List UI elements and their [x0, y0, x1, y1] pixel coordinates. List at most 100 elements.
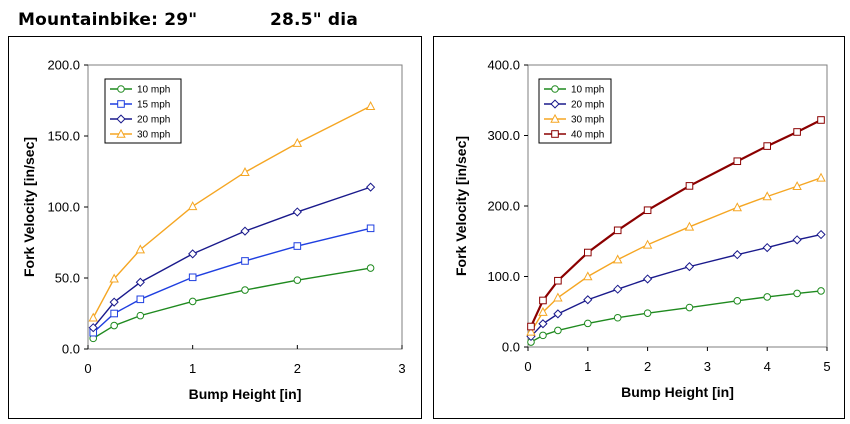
chart1-series-1 — [89, 264, 375, 343]
chart1-legend-marker — [116, 114, 126, 124]
chart1-data-point — [187, 201, 198, 211]
chart2-data-point — [763, 293, 772, 301]
chart1-data-point — [240, 226, 250, 236]
chart2-data-point — [642, 274, 653, 284]
chart2-data-point — [613, 226, 622, 235]
chart-right-svg: 0.0 100.0 200.0 300.0 400.0 0 1 2 3 4 5 Bump Height… — [433, 36, 845, 419]
chart1-y-tick-label: 200.0 — [47, 58, 80, 73]
chart2-x-tick-label: 5 — [823, 359, 830, 374]
chart1-data-point — [365, 101, 376, 110]
chart1-legend-label: 15 mph — [137, 100, 170, 111]
chart1-data-point — [135, 244, 146, 254]
chart1-x-axis-label: Bump Height [in] — [189, 386, 302, 402]
chart2-x-tick-label: 4 — [764, 359, 771, 374]
chart2-data-point — [553, 309, 563, 319]
chart2-data-point — [584, 248, 592, 257]
chart2-data-point — [762, 191, 772, 201]
chart2-data-point — [685, 303, 694, 312]
chart1-data-point — [293, 276, 302, 284]
chart2-series-4 — [527, 116, 825, 331]
chart2-data-point — [613, 313, 622, 322]
chart2-x-tick-label: 3 — [704, 359, 711, 374]
chart1-legend-marker — [116, 128, 126, 138]
chart1-data-point — [365, 182, 376, 192]
chart1-y-tick-label: 150.0 — [47, 129, 80, 144]
chart1-data-point — [136, 295, 145, 304]
chart2-y-tick-label: 400.0 — [487, 58, 520, 73]
chart2-data-point — [762, 242, 772, 253]
chart2-y-tick-label: 0.0 — [502, 340, 520, 355]
chart2-data-point — [553, 292, 563, 302]
chart2-data-point — [732, 202, 743, 212]
chart2-x-tick-label: 1 — [584, 359, 591, 374]
chart2-series-3 — [526, 172, 826, 336]
chart1-y-tick-label: 100.0 — [47, 200, 80, 215]
chart2-data-point — [539, 331, 547, 340]
chart1-series-4 — [88, 101, 376, 322]
chart2-y-tick-label: 300.0 — [487, 128, 520, 143]
chart2-x-tick-label: 2 — [644, 359, 651, 374]
chart2-legend-label: 30 mph — [571, 115, 604, 126]
chart2-legend-marker — [551, 130, 559, 138]
chart2-data-point — [733, 297, 742, 305]
chart2-data-point — [684, 221, 695, 231]
chart2-legend-label: 10 mph — [571, 85, 604, 96]
chart2-data-point — [793, 289, 801, 298]
chart1-data-point — [88, 312, 98, 322]
chart1-legend-marker — [117, 85, 125, 93]
chart1-data-point — [366, 264, 375, 272]
chart2-data-point — [817, 287, 825, 295]
chart-panel-right: 0.0 100.0 200.0 300.0 400.0 0 1 2 3 4 5 Bump Height… — [433, 36, 845, 419]
chart2-data-point — [643, 309, 652, 317]
chart2-data-point — [685, 182, 694, 190]
chart2-legend-marker — [550, 113, 560, 123]
chart2-data-point — [554, 326, 562, 335]
chart2-y-tick-label: 200.0 — [487, 199, 520, 214]
chart-left-svg: 0.0 50.0 100.0 150.0 200.0 0 1 2 3 Bump Height [i… — [8, 36, 422, 419]
chart1-legend-label: 20 mph — [137, 115, 170, 126]
chart1-series-2 — [89, 224, 375, 337]
chart2-data-point — [684, 262, 695, 272]
chart2-data-point — [732, 250, 742, 260]
chart1-data-point — [240, 167, 250, 177]
chart2-data-point — [643, 206, 652, 215]
chart2-data-point — [527, 322, 535, 331]
chart2-legend-label: 20 mph — [571, 100, 604, 111]
chart2-data-point — [816, 172, 826, 182]
chart2-legend: 10 mph 20 mph 30 mph 40 mph — [538, 78, 612, 144]
page-heading-right: 28.5" dia — [270, 10, 358, 30]
chart2-legend-marker — [551, 85, 559, 93]
chart2-data-point — [792, 235, 802, 245]
chart2-data-point — [763, 142, 771, 150]
chart2-data-point — [583, 295, 593, 305]
chart1-data-point — [293, 242, 302, 250]
chart1-data-point — [188, 273, 197, 282]
chart1-x-tick-label: 2 — [294, 361, 301, 376]
chart1-data-point — [110, 309, 118, 318]
chart1-x-tick-label: 0 — [84, 361, 91, 376]
chart1-data-point — [109, 297, 119, 307]
chart-panel-left: 0.0 50.0 100.0 150.0 200.0 0 1 2 3 Bump Height [i… — [8, 36, 422, 419]
chart1-data-point — [292, 207, 302, 217]
chart1-data-point — [241, 257, 249, 265]
chart2-y-axis-label: Fork Velocity [in/sec] — [453, 136, 469, 276]
chart1-data-point — [366, 224, 375, 233]
chart1-data-point — [135, 277, 145, 287]
chart2-data-point — [613, 284, 623, 294]
chart2-data-point — [538, 319, 548, 329]
chart1-data-point — [292, 137, 303, 147]
chart2-y-tick-label: 100.0 — [487, 269, 520, 284]
chart1-y-tick-label: 50.0 — [55, 271, 80, 286]
chart1-x-tick-label: 1 — [189, 361, 196, 376]
chart2-x-axis-label: Bump Height [in] — [621, 384, 734, 400]
chart1-data-point — [188, 249, 198, 259]
chart2-data-point — [612, 254, 623, 264]
chart1-data-point — [110, 321, 118, 330]
chart2-data-point — [538, 306, 548, 316]
chart2-series-2 — [526, 229, 826, 342]
chart2-data-point — [554, 276, 562, 285]
chart1-y-tick-label: 0.0 — [62, 342, 80, 357]
chart2-data-point — [526, 326, 536, 336]
chart1-y-axis-label: Fork Velocity [in/sec] — [21, 137, 37, 277]
chart2-data-point — [583, 271, 593, 281]
